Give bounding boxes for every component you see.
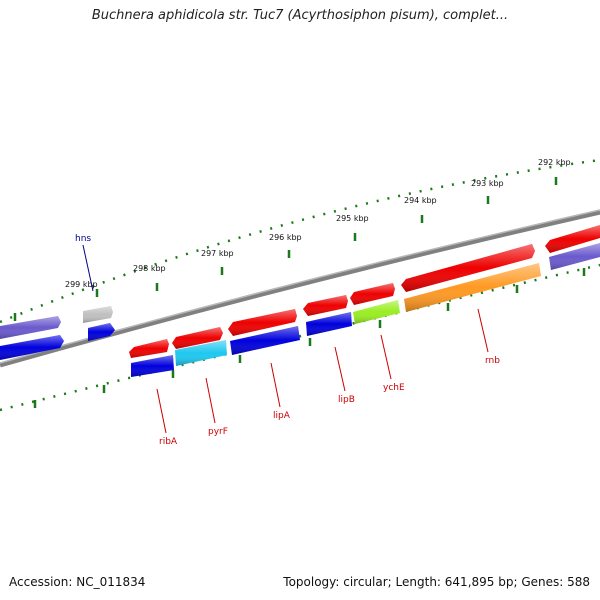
gene-label-riba[interactable]: ribA [159, 437, 178, 447]
tick-label-294: 294 kbp [404, 196, 437, 205]
major-ticks-inner [33, 268, 586, 408]
gene-label-lipa[interactable]: lipA [273, 411, 291, 421]
gene-label-yche[interactable]: ychE [383, 383, 405, 393]
gene-label-hns[interactable]: hns [75, 234, 91, 244]
gene-label-pyrf[interactable]: pyrF [208, 427, 228, 437]
genome-summary-text: Topology: circular; Length: 641,895 bp; … [283, 575, 590, 589]
tick-label-297: 297 kbp [201, 249, 234, 258]
tick-label-293: 293 kbp [471, 179, 504, 188]
scale-ring-inner [0, 263, 600, 412]
tick-label-296: 296 kbp [269, 233, 302, 242]
tick-label-295: 295 kbp [336, 214, 369, 223]
gene-label-lipb[interactable]: lipB [338, 395, 355, 405]
reverse-strand-genes [0, 243, 600, 377]
gene-leader-lines [82, 244, 489, 434]
gene-label-rnb[interactable]: rnb [485, 356, 500, 366]
forward-strand-genes [0, 225, 600, 358]
genome-backbone [0, 209, 600, 368]
tick-label-292: 292 kbp [538, 158, 571, 167]
major-ticks [13, 177, 558, 321]
accession-text: Accession: NC_011834 [9, 575, 146, 589]
map-title: Buchnera aphidicola str. Tuc7 (Acyrthosi… [91, 8, 509, 23]
tick-label-299: 299 kbp [65, 280, 98, 289]
tick-label-298: 298 kbp [133, 264, 166, 273]
